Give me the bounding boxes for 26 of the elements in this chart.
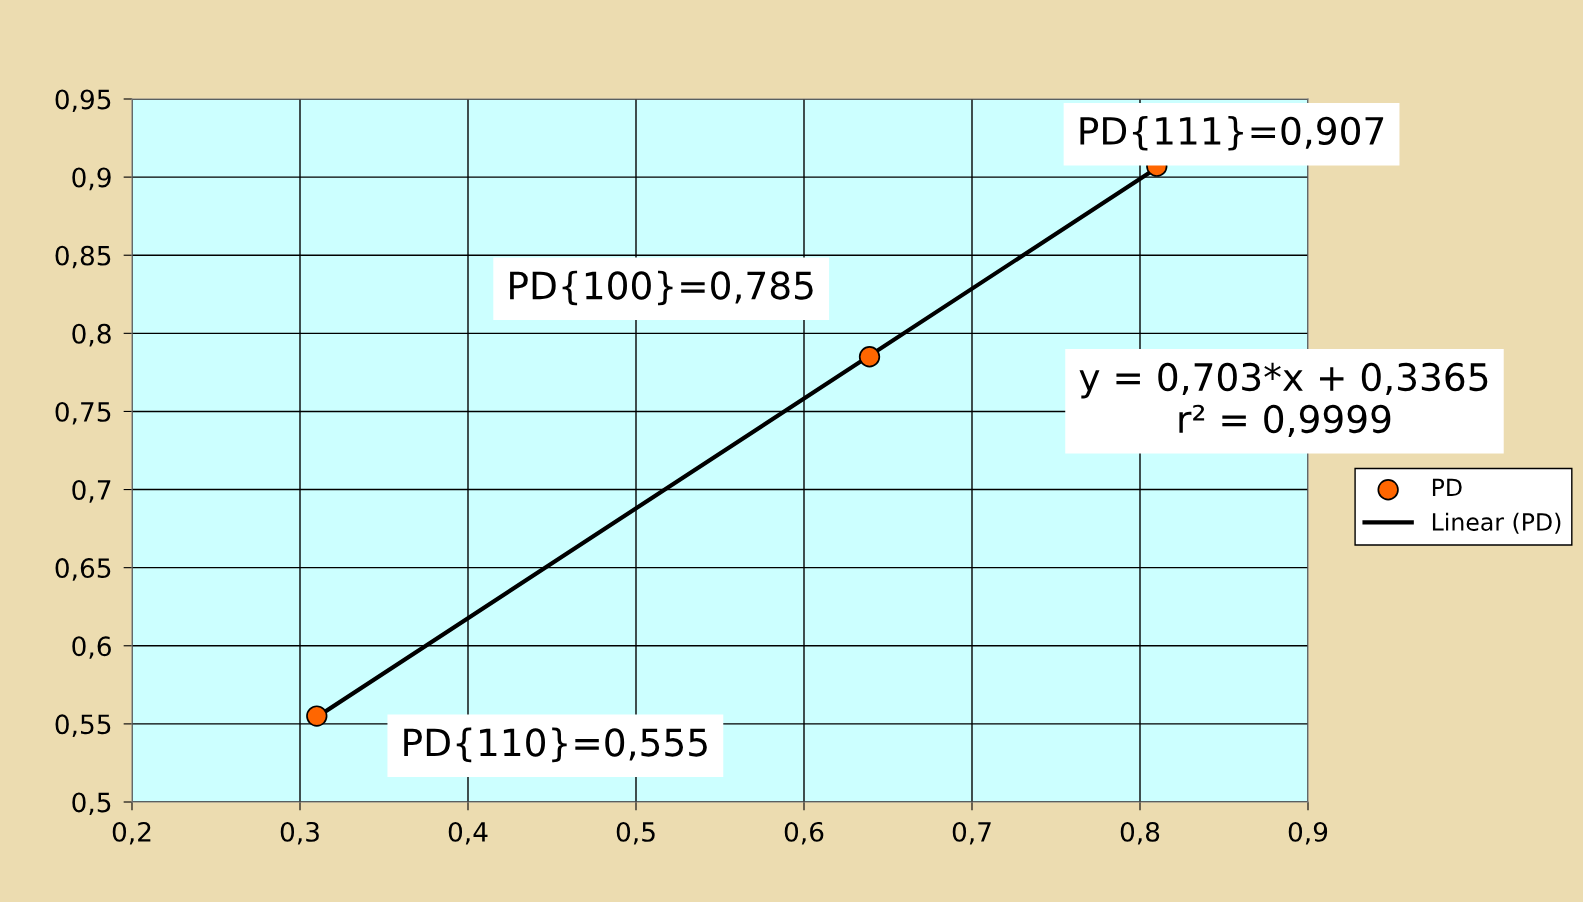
x-tick-label: 0,3 xyxy=(280,821,319,845)
y-tick-label: 0,85 xyxy=(55,245,111,269)
y-tick-label: 0,95 xyxy=(55,89,111,113)
x-tick-label: 0,9 xyxy=(1288,821,1328,845)
annotation: PD{110}=0,555 xyxy=(404,727,707,763)
y-tick-label: 0,5 xyxy=(72,792,111,816)
y-tick-label: 0,8 xyxy=(72,323,111,347)
x-tick-label: 0,2 xyxy=(112,821,151,845)
y-tick-label: 0,7 xyxy=(72,480,111,503)
legend-label: Linear (PD) xyxy=(1432,512,1561,534)
y-tick-label: 0,6 xyxy=(72,636,111,659)
annotation: y = 0,703*x + 0,3365 r² = 0,9999 xyxy=(1079,362,1488,437)
point xyxy=(858,346,881,368)
legend-label: PD xyxy=(1432,478,1462,496)
y-tick-label: 0,55 xyxy=(55,714,111,737)
annotation: PD{111}=0,907 xyxy=(1080,116,1384,151)
x-tick-label: 0,4 xyxy=(448,821,488,845)
x-tick-label: 0,6 xyxy=(784,821,824,845)
point xyxy=(306,705,328,727)
x-tick-label: 0,7 xyxy=(952,821,991,845)
x-tick-label: 0,5 xyxy=(616,821,655,845)
y-tick-label: 0,75 xyxy=(55,401,111,425)
y-tick-label: 0,9 xyxy=(72,167,111,191)
y-tick-label: 0,65 xyxy=(55,558,111,581)
annotation: PD{100}=0,785 xyxy=(510,270,813,306)
x-tick-label: 0,8 xyxy=(1120,821,1160,845)
